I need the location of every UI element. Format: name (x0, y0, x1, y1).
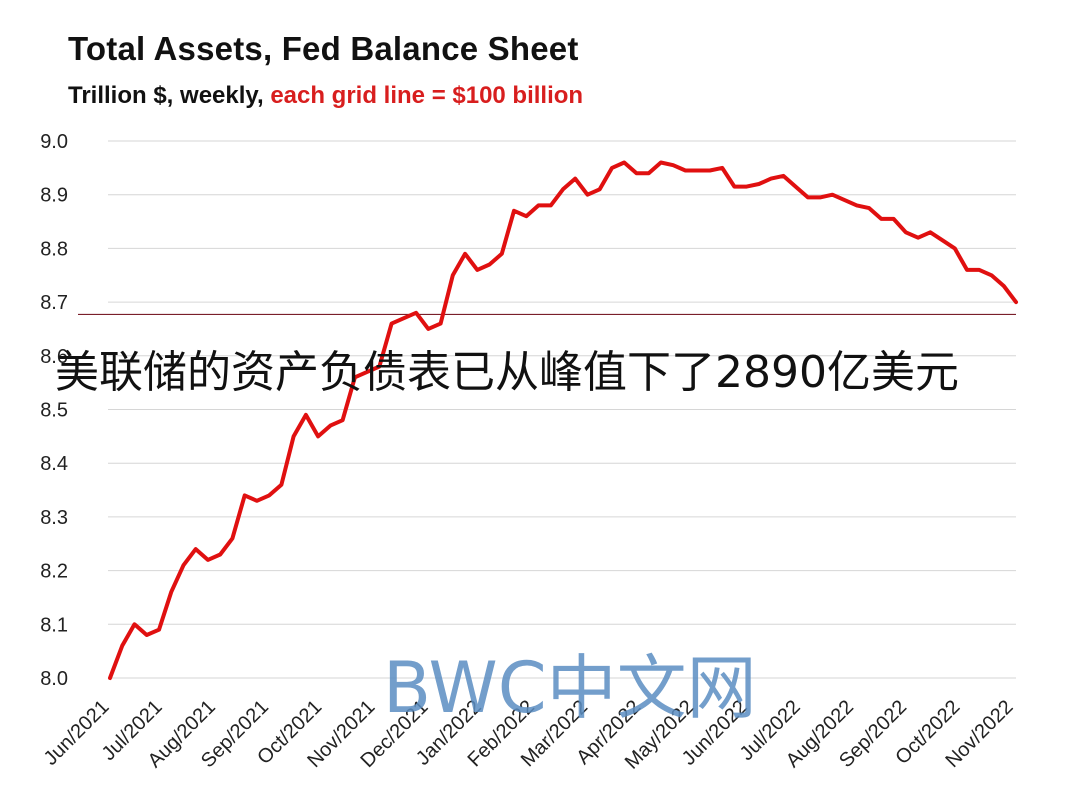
y-tick-label: 8.5 (40, 400, 68, 422)
chart-title: Total Assets, Fed Balance Sheet (68, 30, 579, 67)
overlay-caption: 美联储的资产负债表已从峰值下了2890亿美元 (55, 347, 959, 398)
y-tick-label: 8.1 (40, 614, 68, 636)
y-tick-label: 8.9 (40, 185, 68, 207)
series-layer (108, 160, 1018, 680)
x-tick-label: Jun/2021 (40, 696, 114, 770)
chart-subtitle: Trillion $, weekly, each grid line = $10… (68, 82, 583, 110)
y-tick-label: 9.0 (40, 131, 68, 153)
y-tick-label: 8.3 (40, 507, 68, 529)
series-line (108, 160, 1018, 680)
y-tick-label: 8.0 (40, 668, 68, 690)
y-axis-ticks: 9.0 8.9 8.8 8.7 8.6 8.5 8.4 8.3 8.2 8.1 8.0 (40, 131, 68, 690)
gridlines (78, 140, 1016, 679)
watermark: BWC中文网 (383, 647, 757, 729)
subtitle-prefix: Trillion $, weekly, (68, 82, 264, 109)
y-tick-label: 8.6 (40, 346, 68, 368)
y-tick-label: 8.7 (40, 292, 68, 314)
subtitle-accent: each grid line = $100 billion (270, 82, 584, 109)
y-tick-label: 8.2 (40, 561, 68, 583)
y-tick-label: 8.8 (40, 238, 68, 260)
y-tick-label: 8.4 (40, 453, 68, 475)
